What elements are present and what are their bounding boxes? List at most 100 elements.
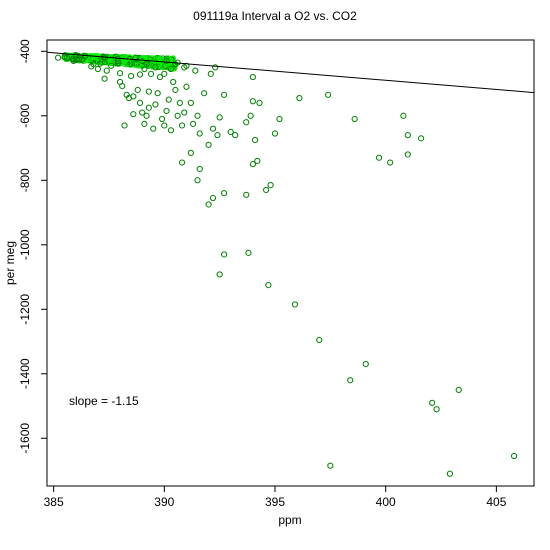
- data-point: [209, 194, 217, 202]
- data-point: [227, 128, 234, 136]
- data-point: [245, 249, 252, 256]
- data-point: [256, 99, 263, 106]
- x-tick-label: 395: [265, 495, 285, 509]
- data-point: [116, 70, 124, 77]
- data-point: [216, 271, 223, 278]
- data-point: [190, 120, 197, 127]
- data-point: [362, 360, 369, 368]
- data-point: [220, 91, 228, 98]
- data-point: [159, 115, 166, 123]
- data-point: [130, 111, 137, 118]
- data-point: [271, 130, 279, 137]
- x-axis-label: ppm: [278, 513, 301, 527]
- data-point: [263, 186, 270, 194]
- data-point: [139, 109, 146, 116]
- data-point: [97, 60, 104, 67]
- data-point: [400, 112, 407, 119]
- data-point: [143, 112, 150, 119]
- data-point: [128, 73, 135, 80]
- data-point: [94, 65, 102, 73]
- data-point: [178, 159, 186, 166]
- data-point: [163, 107, 170, 115]
- data-point: [196, 130, 203, 137]
- plot-frame: [46, 39, 535, 487]
- data-point: [145, 88, 152, 95]
- cluster-point: [133, 60, 140, 67]
- x-tick-label: 390: [154, 495, 174, 509]
- data-point: [187, 99, 194, 106]
- data-point: [267, 182, 274, 189]
- data-point: [207, 70, 214, 77]
- data-point: [150, 125, 157, 132]
- data-point: [161, 122, 168, 129]
- cluster-point: [135, 62, 142, 69]
- data-point: [54, 54, 62, 61]
- data-point: [61, 53, 68, 61]
- y-tick-label: -1400: [18, 358, 32, 389]
- data-point: [176, 99, 183, 106]
- data-point: [265, 281, 272, 289]
- data-point: [178, 122, 186, 129]
- cluster-point: [125, 60, 132, 67]
- data-point: [232, 132, 239, 139]
- data-point: [181, 109, 188, 116]
- data-point: [136, 99, 144, 106]
- y-tick-label: -600: [18, 103, 32, 127]
- data-points: [54, 52, 518, 477]
- data-point: [165, 96, 172, 103]
- data-point: [347, 377, 354, 384]
- data-point: [214, 132, 221, 139]
- data-point: [510, 452, 518, 460]
- x-tick-label: 385: [44, 495, 64, 509]
- y-axis: -400 -600 -800 -1000 -1200 -1400 -1600: [18, 39, 47, 454]
- y-axis-label: per meg: [3, 241, 17, 285]
- data-point: [325, 91, 332, 98]
- y-tick-label: -1200: [18, 294, 32, 325]
- data-point: [119, 83, 126, 90]
- cluster-point: [132, 54, 140, 61]
- data-point: [220, 251, 228, 258]
- y-tick-label: -400: [18, 39, 32, 63]
- y-tick-label: -1600: [18, 423, 32, 454]
- data-point: [170, 78, 177, 86]
- cluster-point: [142, 62, 149, 69]
- data-point: [296, 94, 303, 102]
- data-point: [141, 65, 148, 73]
- x-axis: 385 390 395 400 405: [44, 486, 507, 509]
- cluster-point: [91, 54, 99, 61]
- data-point: [375, 154, 383, 161]
- data-point: [404, 132, 411, 139]
- data-point: [254, 157, 261, 165]
- cluster-point: [107, 59, 115, 67]
- data-point: [249, 161, 256, 168]
- data-point: [404, 151, 411, 158]
- data-point: [247, 112, 254, 119]
- data-point: [216, 114, 223, 121]
- data-point: [134, 86, 141, 94]
- y-tick-label: -1000: [18, 229, 32, 260]
- data-point: [145, 104, 152, 111]
- data-point: [243, 191, 250, 198]
- data-point: [161, 70, 168, 77]
- data-point: [196, 165, 203, 173]
- cluster-point: [159, 63, 166, 70]
- data-point: [81, 53, 88, 60]
- data-point: [205, 141, 212, 148]
- data-point: [220, 190, 228, 197]
- data-point: [251, 136, 259, 144]
- data-point: [209, 125, 217, 132]
- slope-annotation: slope = -1.15: [69, 394, 139, 408]
- data-point: [205, 201, 212, 208]
- x-tick-label: 405: [486, 495, 506, 509]
- chart-title: 091119a Interval a O2 vs. CO2: [193, 9, 357, 23]
- data-point: [152, 64, 159, 71]
- data-point: [276, 115, 283, 123]
- data-point: [243, 119, 250, 126]
- cluster-point: [134, 61, 141, 68]
- cluster-point: [76, 56, 83, 63]
- data-point: [154, 90, 161, 97]
- data-point: [291, 301, 299, 308]
- data-point: [194, 177, 201, 184]
- data-point: [136, 71, 144, 78]
